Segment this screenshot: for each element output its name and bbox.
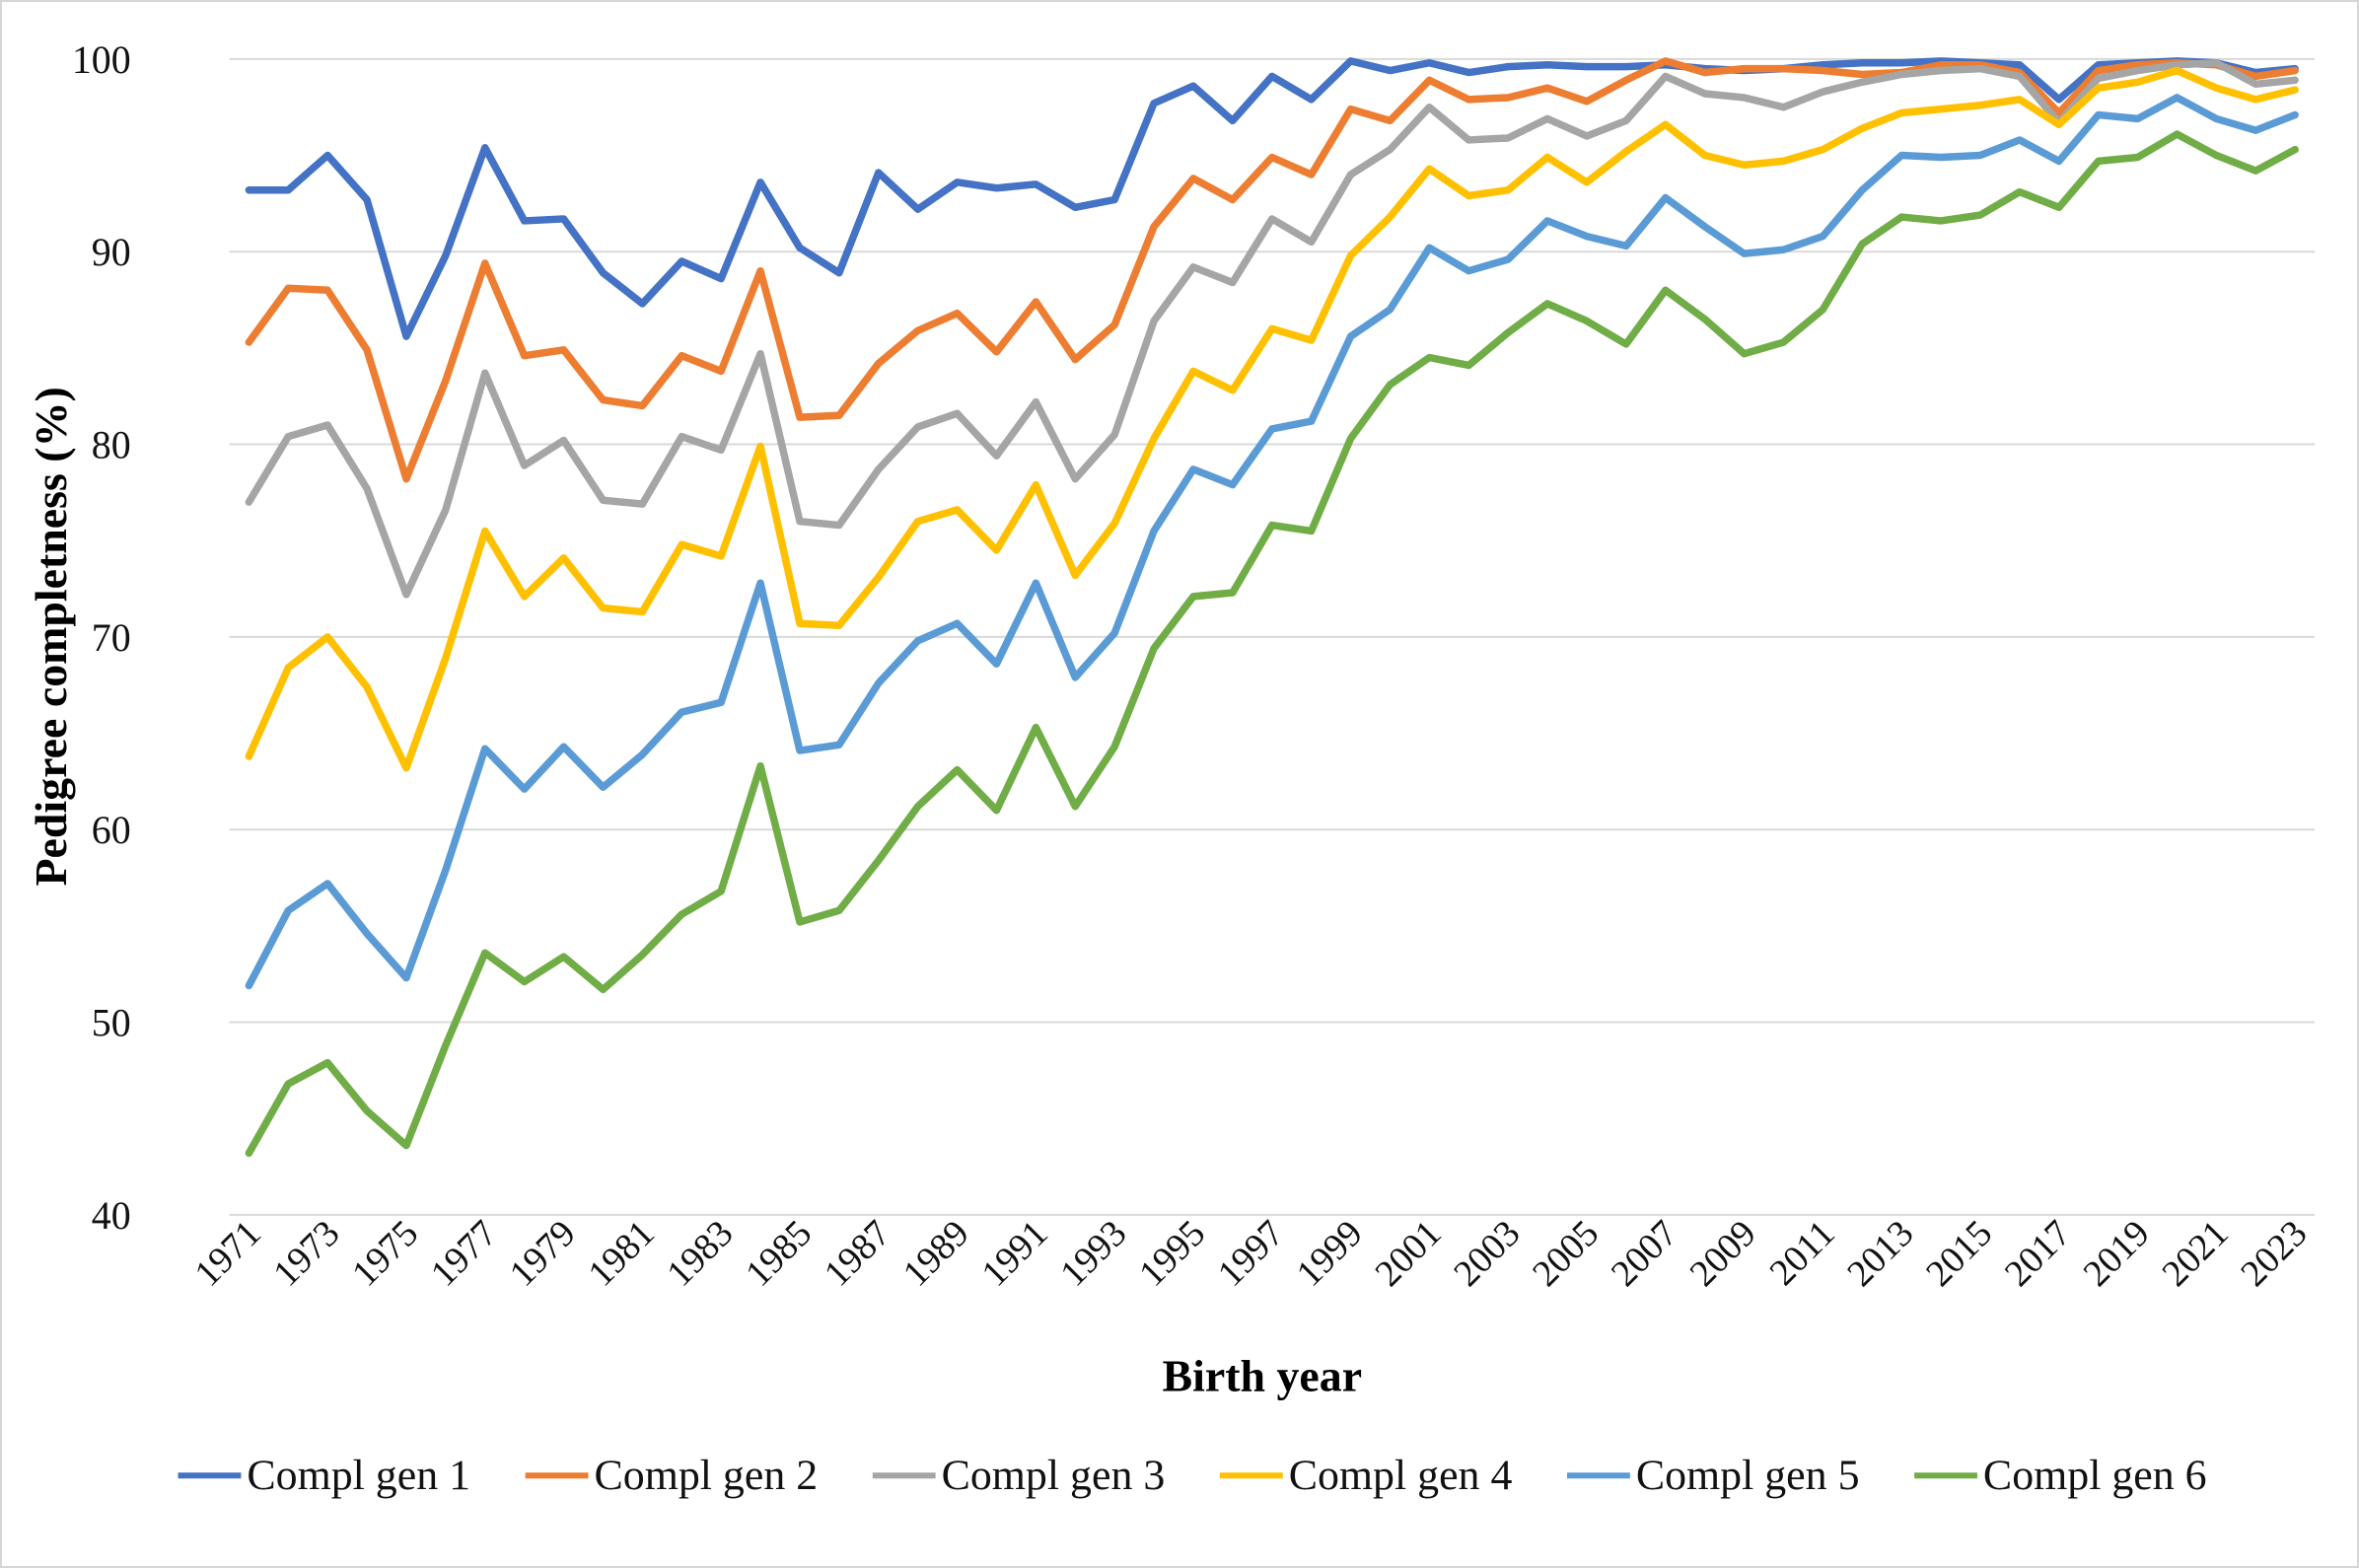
- y-tick-label-100: 100: [72, 37, 131, 82]
- y-axis-title: Pedigree completness (%): [26, 387, 76, 886]
- legend-label-2: Compl gen 2: [594, 1452, 818, 1499]
- x-tick-label-2021: 2021: [2154, 1213, 2236, 1295]
- x-tick-label-1985: 1985: [738, 1213, 820, 1295]
- x-tick-label-2005: 2005: [1525, 1213, 1607, 1295]
- x-axis-title: Birth year: [1163, 1350, 1363, 1400]
- x-tick-label-1987: 1987: [817, 1213, 898, 1295]
- x-tick-label-2009: 2009: [1682, 1213, 1764, 1295]
- legend-item-6: Compl gen 6: [1914, 1452, 2207, 1499]
- x-tick-label-1993: 1993: [1052, 1213, 1134, 1295]
- x-tick-label-2019: 2019: [2076, 1213, 2158, 1295]
- x-tick-label-2007: 2007: [1604, 1213, 1685, 1295]
- legend-item-3: Compl gen 3: [872, 1452, 1166, 1499]
- series-line-4-compl-gen-4: [245, 66, 2299, 772]
- x-tick-label-1997: 1997: [1210, 1213, 1292, 1295]
- x-tick-label-1971: 1971: [186, 1213, 268, 1295]
- y-tick-label-60: 60: [92, 808, 131, 852]
- x-tick-label-2013: 2013: [1839, 1213, 1921, 1295]
- legend: Compl gen 1 Compl gen 2 Compl gen 3 Compl g…: [178, 1452, 2207, 1499]
- x-tick-label-1991: 1991: [973, 1213, 1055, 1295]
- x-tick-label-2023: 2023: [2233, 1213, 2315, 1295]
- legend-item-5: Compl gen 5: [1567, 1452, 1860, 1499]
- x-tick-label-1975: 1975: [344, 1213, 426, 1295]
- x-tick-label-1977: 1977: [423, 1213, 505, 1295]
- legend-label-4: Compl gen 4: [1289, 1452, 1513, 1499]
- series-line-6-compl-gen-6: [245, 130, 2299, 1158]
- legend-item-4: Compl gen 4: [1219, 1452, 1513, 1499]
- legend-item-2: Compl gen 2: [525, 1452, 818, 1499]
- y-axis-tick-labels: 40 50 60 70 80 90 100: [72, 37, 131, 1238]
- series-lines: [245, 57, 2299, 1158]
- y-tick-label-90: 90: [92, 230, 131, 274]
- x-tick-label-1973: 1973: [265, 1213, 347, 1295]
- y-tick-label-70: 70: [92, 615, 131, 660]
- x-tick-label-1979: 1979: [502, 1213, 584, 1295]
- legend-label-1: Compl gen 1: [247, 1452, 470, 1499]
- x-tick-label-1995: 1995: [1131, 1213, 1213, 1295]
- x-tick-label-2015: 2015: [1918, 1213, 2000, 1295]
- legend-label-6: Compl gen 6: [1983, 1452, 2207, 1499]
- x-tick-label-1981: 1981: [580, 1213, 662, 1295]
- y-tick-label-50: 50: [92, 1001, 131, 1045]
- series-line-3-compl-gen-3: [245, 59, 2299, 599]
- x-tick-label-2001: 2001: [1367, 1213, 1449, 1295]
- legend-label-5: Compl gen 5: [1636, 1452, 1860, 1499]
- x-tick-label-1983: 1983: [659, 1213, 741, 1295]
- y-tick-label-80: 80: [92, 423, 131, 467]
- legend-item-1: Compl gen 1: [178, 1452, 470, 1499]
- legend-label-3: Compl gen 3: [942, 1452, 1166, 1499]
- series-line-2-compl-gen-2: [245, 57, 2299, 483]
- x-tick-label-2017: 2017: [1997, 1213, 2079, 1295]
- x-tick-label-2003: 2003: [1446, 1213, 1528, 1295]
- x-tick-label-2011: 2011: [1761, 1213, 1842, 1294]
- y-tick-label-40: 40: [92, 1193, 131, 1238]
- x-tick-label-1989: 1989: [895, 1213, 977, 1295]
- x-axis-tick-labels: 1971197319751977197919811983198519871989…: [186, 1213, 2315, 1295]
- series-line-5-compl-gen-5: [245, 94, 2299, 990]
- gridlines: [229, 57, 2316, 1216]
- x-tick-label-1999: 1999: [1289, 1213, 1371, 1295]
